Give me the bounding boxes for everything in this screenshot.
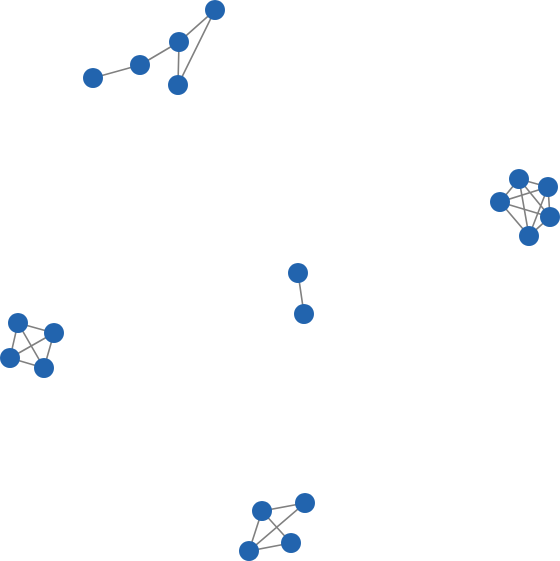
node-b3 xyxy=(490,192,510,212)
node-e2 xyxy=(295,493,315,513)
node-b1 xyxy=(509,169,529,189)
node-c1 xyxy=(288,263,308,283)
node-a4 xyxy=(205,0,225,20)
node-e4 xyxy=(281,533,301,553)
node-b4 xyxy=(540,207,560,227)
node-a1 xyxy=(83,68,103,88)
node-a5 xyxy=(168,75,188,95)
node-e3 xyxy=(239,541,259,561)
node-b5 xyxy=(519,226,539,246)
node-a3 xyxy=(169,32,189,52)
node-d1 xyxy=(8,313,28,333)
node-a2 xyxy=(130,55,150,75)
node-d3 xyxy=(0,348,20,368)
node-d4 xyxy=(34,358,54,378)
node-d2 xyxy=(44,323,64,343)
node-c2 xyxy=(294,304,314,324)
edge-a4-a5 xyxy=(177,9,216,86)
node-e1 xyxy=(252,501,272,521)
node-b2 xyxy=(538,177,558,197)
edge-e2-e3 xyxy=(248,502,306,552)
